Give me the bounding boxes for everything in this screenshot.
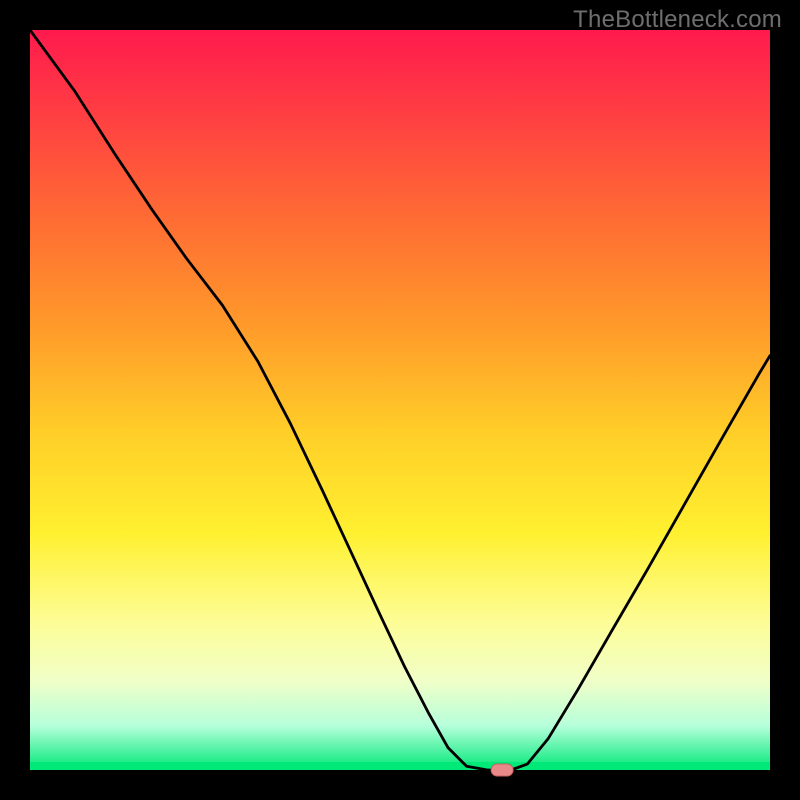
- optimum-marker: [491, 764, 513, 776]
- watermark-text: TheBottleneck.com: [573, 6, 782, 34]
- baseline-strip: [30, 762, 770, 770]
- chart-canvas: TheBottleneck.com: [0, 0, 800, 800]
- plot-svg: [0, 0, 800, 800]
